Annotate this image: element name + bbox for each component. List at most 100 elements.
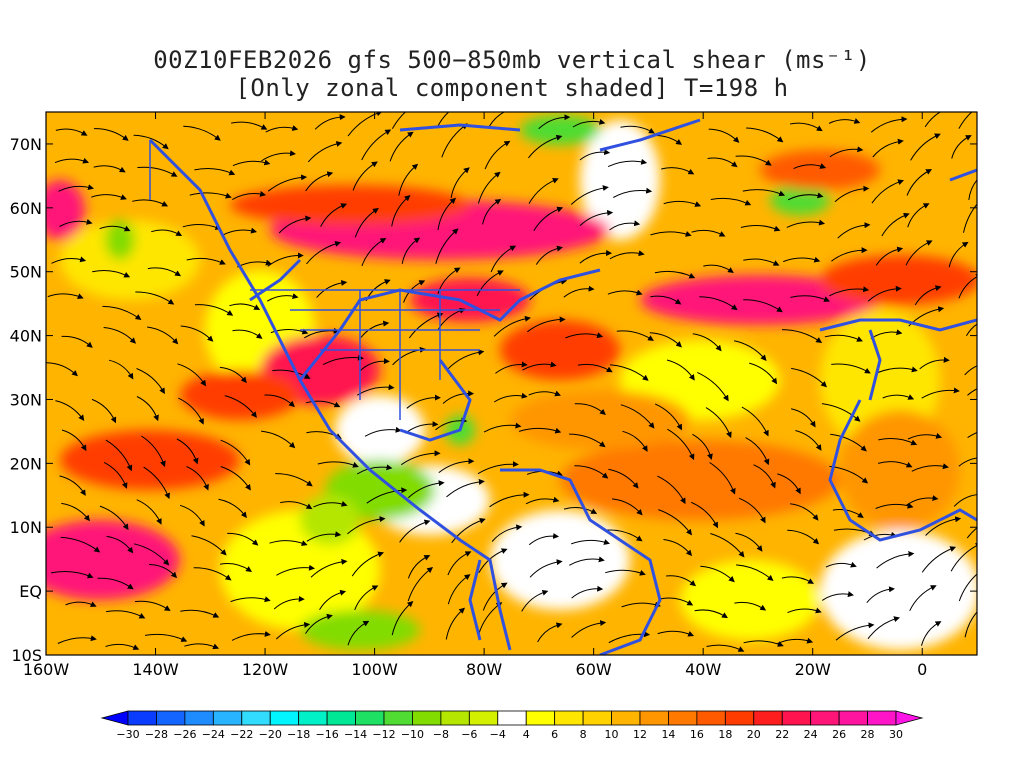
colorbar-level-label: −4 [490,728,506,741]
streamline [306,531,342,542]
streamline [649,332,682,348]
lat-label: 10N [10,518,42,537]
streamline [525,496,560,505]
streamline [882,394,915,400]
lon-label: 140W [132,660,179,679]
streamline [61,502,90,522]
streamline [313,500,348,508]
streamline [186,257,226,265]
colorbar-level-label: 6 [551,728,558,741]
streamline [830,433,867,452]
streamline [305,400,341,408]
streamline [54,157,90,164]
streamline [276,564,315,576]
streamline [661,167,695,175]
lon-label: 40W [685,660,721,679]
streamline [227,532,259,546]
streamline [366,487,408,504]
streamline [97,577,134,590]
streamline [795,430,822,451]
streamline [909,585,937,612]
streamline [658,509,692,536]
streamline [361,237,387,267]
streamline [708,128,740,143]
colorbar-swatch [525,710,556,726]
streamline [577,363,613,373]
lon-label: 20W [795,660,831,679]
streamline [875,502,914,509]
streamline [606,529,643,542]
streamline [319,589,347,610]
streamline [478,602,503,635]
streamline [569,556,605,566]
streamline [141,435,166,468]
latitude-labels: 70N 60N 50N 40N 30N 20N 10N EQ 10S [10,135,42,665]
colorbar-level-label: −22 [230,728,253,741]
streamline [189,192,232,199]
streamline [178,397,204,425]
streamline [361,129,392,161]
streamline [781,576,814,584]
streamline [608,468,639,489]
colorbar-level-label: −30 [116,728,139,741]
streamline [102,305,142,321]
colorbar-level-label: 16 [690,728,704,741]
streamline [51,256,87,264]
streamline [391,601,414,636]
streamline [579,249,613,264]
streamline [137,166,178,177]
colorbar-swatch [212,710,243,726]
colorbar-level-label: 8 [580,728,587,741]
streamline [574,403,606,416]
streamline [147,267,182,277]
streamline [267,174,308,192]
streamline [261,150,296,162]
streamline [790,295,830,302]
streamline [437,267,461,294]
streamline [790,503,819,521]
streamline [663,200,702,207]
streamline [182,224,222,230]
streamline [866,586,895,604]
streamline [735,532,763,552]
streamline [832,508,864,519]
streamline [831,363,871,374]
streamline [391,112,407,129]
streamline [407,480,445,499]
colorbar-swatch [838,710,868,726]
streamline [490,245,517,273]
streamline [186,465,209,491]
streamline [786,219,826,228]
streamline [59,475,86,496]
streamline [528,533,560,546]
streamline [821,403,861,422]
streamline [273,595,305,610]
streamline [824,334,863,342]
streamline [914,285,942,306]
streamline [967,431,977,439]
streamline [570,185,609,205]
streamline [232,190,267,201]
streamline [537,622,563,643]
streamline [264,394,295,408]
streamline [749,362,778,385]
colorbar-swatch [269,710,300,726]
streamline [657,475,686,505]
streamline [620,125,655,134]
axis-ticks [45,112,977,656]
streamline [563,507,598,514]
streamline [870,116,908,133]
streamline [218,498,247,519]
streamline [103,327,137,344]
streamline [483,422,522,433]
colorbar-level-label: −24 [202,728,225,741]
streamline [924,112,942,128]
streamline [184,643,220,650]
streamline [351,551,385,577]
streamline [734,601,767,611]
streamline [408,312,444,339]
streamline [700,565,735,583]
colorbar-swatch [554,710,584,726]
plot-area [46,112,977,655]
streamline [906,495,939,506]
